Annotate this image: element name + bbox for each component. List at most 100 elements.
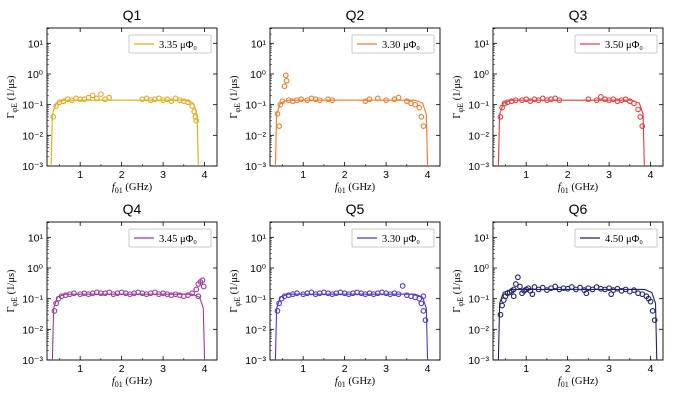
data-point: [420, 123, 427, 129]
data-point: [631, 287, 637, 293]
data-point: [199, 277, 206, 284]
data-point: [420, 308, 427, 314]
data-point: [593, 97, 600, 104]
x-tick-label: 4: [202, 169, 208, 181]
data-point: [422, 317, 429, 323]
y-tick-label: 10⁻²: [22, 130, 43, 142]
x-tick-label: 1: [300, 363, 306, 375]
data-point: [193, 286, 200, 293]
data-point: [298, 96, 304, 103]
x-axis-label: f01 (GHz): [112, 376, 153, 389]
data-point: [517, 283, 523, 290]
legend-label: 3.45 μΦ₀: [159, 234, 197, 245]
y-tick-label: 10⁻³: [22, 161, 43, 173]
x-tick-label: 2: [119, 363, 125, 375]
panel-title: Q4: [123, 201, 142, 217]
data-point: [106, 94, 113, 101]
x-tick-label: 2: [119, 169, 125, 181]
y-axis-label: ΓφE (1/μs): [6, 269, 19, 313]
x-tick-label: 3: [383, 169, 389, 181]
data-point: [294, 290, 300, 297]
x-tick-label: 3: [383, 363, 389, 375]
fit-line: [497, 99, 645, 167]
data-point: [416, 295, 423, 302]
data-point: [189, 290, 195, 297]
data-point: [193, 117, 200, 124]
y-tick-label: 10⁻²: [245, 324, 266, 336]
x-tick-label: 3: [606, 169, 612, 181]
data-point: [282, 72, 289, 79]
axes-frame: [492, 27, 664, 167]
data-point: [420, 293, 427, 300]
y-tick-label: 10¹: [474, 232, 490, 244]
y-tick-label: 10¹: [474, 38, 490, 50]
legend-box: [574, 228, 658, 248]
data-point: [168, 98, 175, 105]
data-point: [366, 96, 373, 103]
y-tick-label: 10⁰: [473, 263, 490, 275]
y-axis-label: ΓφE (1/μs): [229, 269, 242, 313]
y-tick-label: 10⁻²: [22, 324, 43, 336]
data-point: [51, 308, 58, 314]
legend-box: [351, 228, 435, 248]
data-point: [631, 100, 637, 107]
panel-q2: Q2 1 2 3 4 10⁻³ 10⁻² 10⁻¹ 10⁰ 10¹ f01 (GHz) ΓφE (1/…: [229, 7, 441, 195]
y-tick-label: 10⁰: [250, 69, 267, 81]
y-tick-label: 10⁻¹: [245, 100, 266, 112]
data-point: [274, 308, 281, 314]
x-axis-label: f01 (GHz): [335, 182, 376, 195]
data-point: [608, 291, 615, 298]
y-tick-label: 10⁻¹: [468, 294, 489, 306]
y-tick-label: 10⁰: [27, 263, 44, 275]
y-tick-label: 10⁻¹: [468, 100, 489, 112]
x-tick-label: 1: [523, 363, 529, 375]
legend-label: 3.50 μΦ₀: [605, 40, 643, 51]
data-point: [577, 284, 583, 291]
data-point: [416, 104, 423, 111]
fit-line: [274, 293, 429, 361]
y-axis-label: ΓφE (1/μs): [6, 75, 19, 119]
x-tick-label: 3: [160, 169, 166, 181]
y-tick-label: 10⁰: [27, 69, 44, 81]
y-tick-label: 10⁻²: [245, 130, 266, 142]
data-point: [279, 98, 286, 105]
legend-label: 4.50 μΦ₀: [605, 234, 643, 245]
data-point: [189, 103, 195, 109]
data-point: [93, 95, 100, 102]
panel-q3: Q3 1 2 3 4 10⁻³ 10⁻² 10⁻¹ 10⁰ 10¹ f01 (GHz) ΓφE (1/…: [452, 7, 664, 195]
x-tick-label: 2: [565, 169, 571, 181]
y-tick-label: 10⁻²: [468, 130, 489, 142]
y-tick-label: 10⁻¹: [22, 294, 43, 306]
data-point: [497, 311, 504, 318]
x-tick-label: 4: [648, 169, 654, 181]
y-tick-label: 10¹: [28, 38, 44, 50]
data-point: [399, 283, 406, 289]
fit-line: [50, 99, 199, 167]
y-tick-label: 10¹: [28, 232, 44, 244]
data-point: [515, 274, 521, 281]
legend-box: [128, 34, 212, 54]
fit-line: [51, 293, 206, 361]
data-point: [395, 291, 402, 298]
legend-box: [574, 34, 658, 54]
panel-title: Q6: [569, 201, 588, 217]
x-tick-label: 2: [342, 363, 348, 375]
data-point: [185, 99, 191, 106]
x-tick-label: 1: [77, 169, 83, 181]
y-tick-label: 10⁻¹: [245, 294, 266, 306]
x-tick-label: 3: [160, 363, 166, 375]
data-point: [501, 100, 508, 107]
panel-q6: Q6 1 2 3 4 10⁻³ 10⁻² 10⁻¹ 10⁰ 10¹ f01 (GHz) ΓφE (1/…: [452, 201, 664, 389]
axes-frame: [269, 221, 441, 361]
legend-label: 3.35 μΦ₀: [159, 40, 197, 51]
data-point: [192, 114, 199, 120]
data-point: [53, 103, 59, 109]
x-tick-label: 4: [648, 363, 654, 375]
data-point: [497, 114, 504, 120]
data-point: [329, 97, 336, 104]
y-tick-label: 10¹: [251, 38, 267, 50]
x-tick-label: 3: [606, 363, 612, 375]
data-point: [583, 290, 590, 297]
panel-title: Q2: [346, 7, 365, 23]
